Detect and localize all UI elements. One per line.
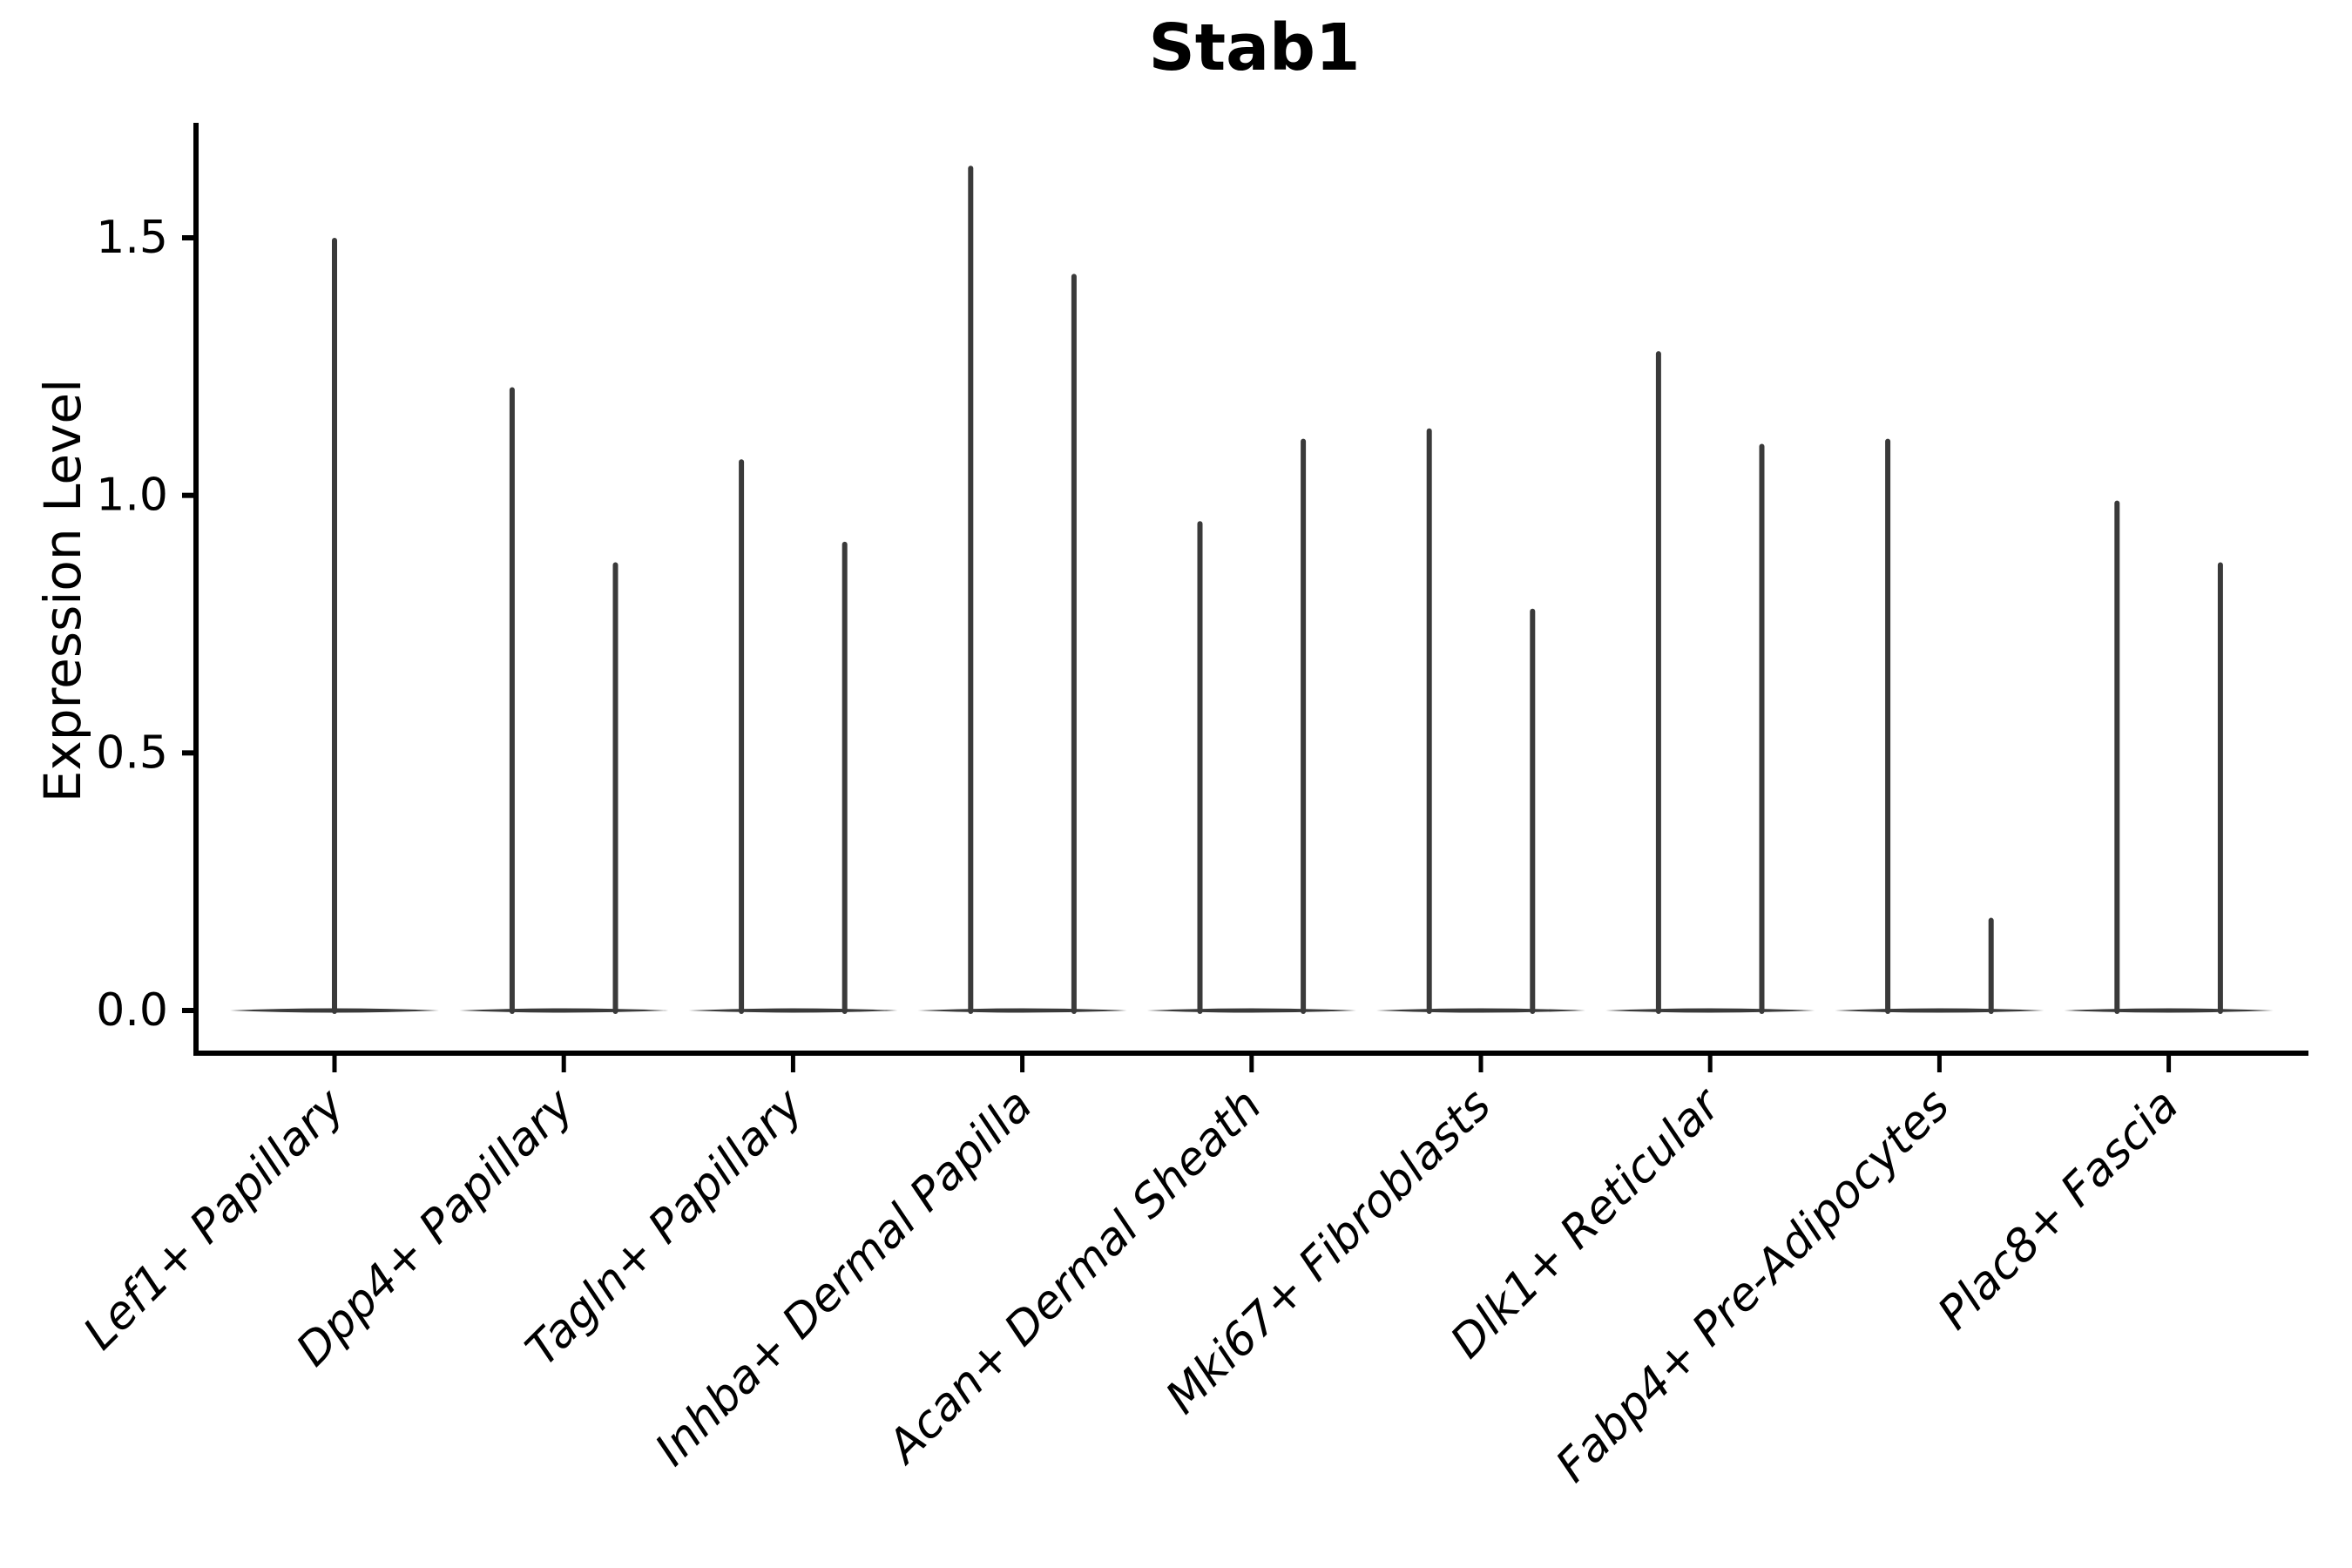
- violin-base: [688, 1008, 898, 1013]
- violin-base: [1376, 1008, 1585, 1013]
- y-tick-label: 1.5: [96, 212, 168, 264]
- violin-base: [917, 1008, 1127, 1013]
- x-tick-label: Fabp4+ Pre-Adipocytes: [1546, 1079, 1960, 1493]
- violins: [230, 166, 2274, 1014]
- violin-base: [1835, 1008, 2044, 1013]
- y-tick-label: 0.5: [96, 727, 168, 779]
- x-tick-label: Inhba+ Dermal Papilla: [645, 1079, 1043, 1477]
- x-tick-label: Acan+ Dermal Sheath: [876, 1079, 1272, 1475]
- violin-base: [1146, 1008, 1356, 1013]
- violin-base: [1605, 1008, 1815, 1013]
- x-tick-label: Plac8+ Fascia: [1929, 1079, 2189, 1340]
- y-axis-label: Expression Level: [33, 379, 92, 802]
- y-tick-label: 0.0: [96, 984, 168, 1037]
- violin-base: [2064, 1008, 2274, 1013]
- y-axis-ticks: 0.0 0.5 1.0 1.5: [96, 212, 196, 1037]
- violin-base: [459, 1008, 669, 1013]
- y-tick-label: 1.0: [96, 470, 168, 522]
- plot-title: Stab1: [1148, 10, 1360, 85]
